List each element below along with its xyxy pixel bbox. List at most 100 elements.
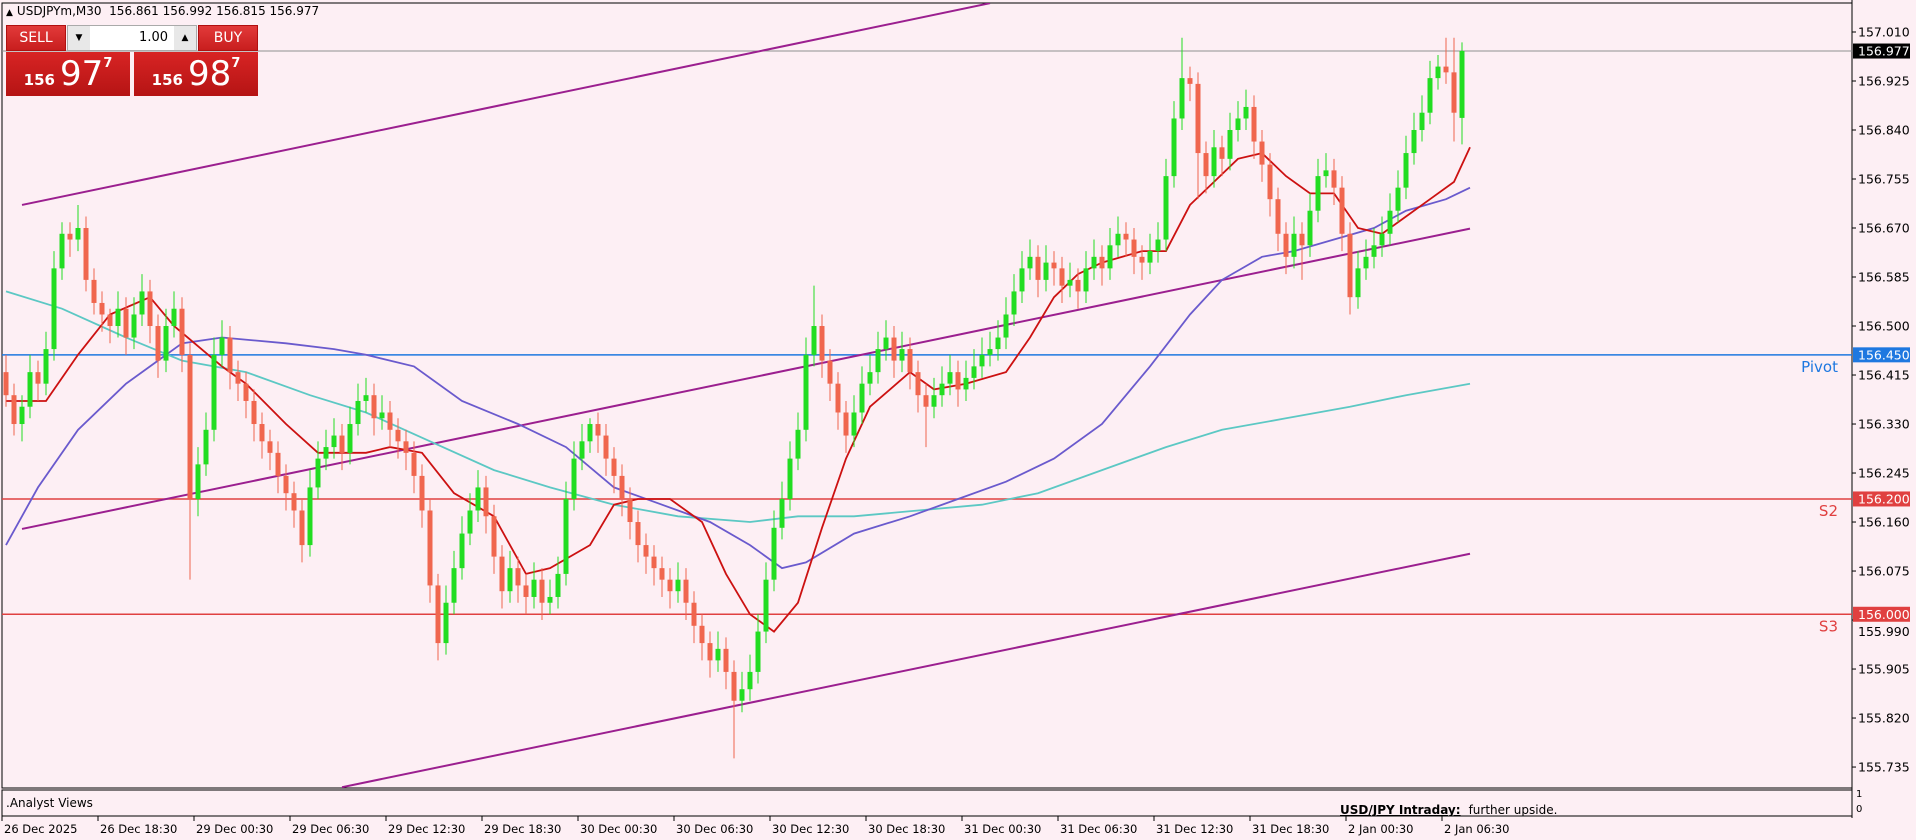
candle-body — [771, 527, 777, 580]
candle-body — [459, 533, 465, 569]
candle — [1171, 101, 1177, 188]
candle-body — [555, 573, 561, 597]
candle-body — [283, 475, 289, 494]
candle — [883, 320, 889, 361]
time-tick-label: 29 Dec 00:30 — [196, 822, 273, 836]
candle — [395, 418, 401, 459]
candle — [1427, 60, 1433, 125]
sell-price-pips: 97 — [60, 54, 104, 94]
candle-body — [403, 441, 409, 453]
candle — [51, 251, 57, 361]
channel-line — [21, 227, 1471, 530]
price-tick-label: 155.735 — [1858, 760, 1910, 775]
candle — [1259, 130, 1265, 182]
collapse-triangle-icon[interactable]: ▲ — [6, 8, 13, 18]
candle-body — [611, 458, 617, 476]
candle — [363, 377, 369, 413]
sell-button[interactable]: SELL — [6, 25, 66, 51]
candle — [843, 400, 849, 453]
candle — [323, 429, 329, 471]
candle-body — [979, 354, 985, 367]
candle-body — [507, 568, 513, 592]
time-tick-label: 30 Dec 12:30 — [772, 822, 849, 836]
candle — [763, 562, 769, 644]
candle-body — [1379, 233, 1385, 246]
price-tick-label: 156.670 — [1858, 221, 1910, 236]
candle-body — [603, 435, 609, 459]
candle — [203, 412, 209, 476]
candle — [235, 360, 241, 401]
candle-body — [883, 337, 889, 350]
candle-body — [1051, 262, 1057, 269]
candle-body — [411, 452, 417, 476]
candle-body — [723, 648, 729, 672]
candle-body — [83, 228, 89, 280]
lot-size-stepper[interactable]: ▼ 1.00 ▲ — [67, 25, 197, 51]
candle — [35, 360, 41, 401]
candle-body — [451, 568, 457, 603]
candle-body — [939, 383, 945, 396]
subwindow-indicator-name: .Analyst Views — [6, 796, 93, 810]
candle-body — [547, 596, 553, 603]
candle-body — [515, 568, 521, 586]
candle — [939, 366, 945, 407]
candle — [19, 395, 25, 442]
candle — [67, 222, 73, 257]
time-tick-label: 26 Dec 2025 — [4, 822, 77, 836]
candle-body — [499, 556, 505, 592]
decrease-lot-icon[interactable]: ▼ — [68, 26, 90, 50]
candle-body — [707, 643, 713, 661]
buy-button[interactable]: BUY — [198, 25, 258, 51]
candle — [1131, 228, 1137, 275]
candle-body — [699, 625, 705, 644]
candle — [1123, 222, 1129, 257]
level-price-tag: 156.200 — [1858, 491, 1910, 506]
candle-body — [51, 268, 57, 350]
candle-body — [579, 441, 585, 459]
candle — [467, 493, 473, 546]
candle — [1147, 233, 1153, 275]
time-tick-label: 29 Dec 12:30 — [388, 822, 465, 836]
buy-price-box[interactable]: 156 987 — [134, 52, 258, 96]
candle — [75, 204, 81, 252]
price-tick-label: 155.820 — [1858, 711, 1910, 726]
candle — [603, 424, 609, 476]
sell-price-box[interactable]: 156 977 — [6, 52, 130, 96]
symbol-label: USDJPYm,M30 — [16, 4, 102, 18]
candle — [1371, 228, 1377, 269]
price-tick-label: 157.010 — [1858, 25, 1910, 40]
candle — [1307, 193, 1313, 257]
candle-body — [315, 458, 321, 488]
candle-body — [163, 326, 169, 361]
buy-price-pips: 98 — [188, 54, 232, 94]
candle — [187, 343, 193, 580]
price-tick-label: 156.840 — [1858, 123, 1910, 138]
candle-body — [1371, 245, 1377, 257]
candle — [1179, 37, 1185, 131]
subwindow-frame — [1, 789, 1853, 817]
candle-body — [203, 429, 209, 465]
candle — [1115, 216, 1121, 257]
lot-size-input[interactable]: 1.00 — [139, 30, 168, 45]
candle-body — [523, 585, 529, 597]
price-tick-label: 156.415 — [1858, 368, 1910, 383]
candle-body — [651, 556, 657, 569]
candle-body — [587, 424, 593, 442]
candle — [339, 424, 345, 471]
candle — [715, 631, 721, 672]
candle — [1403, 135, 1409, 200]
level-price-tag: 156.450 — [1858, 347, 1910, 362]
candle-body — [1347, 233, 1353, 298]
candle-body — [59, 233, 65, 269]
candle-body — [363, 395, 369, 401]
candle-body — [1059, 268, 1065, 286]
candle — [43, 331, 49, 396]
candle — [795, 412, 801, 471]
increase-lot-icon[interactable]: ▲ — [174, 26, 196, 50]
candle — [1027, 239, 1033, 280]
candle-body — [1211, 147, 1217, 177]
candle — [307, 470, 313, 557]
sell-price-fraction: 7 — [103, 56, 113, 71]
candle — [171, 291, 177, 338]
